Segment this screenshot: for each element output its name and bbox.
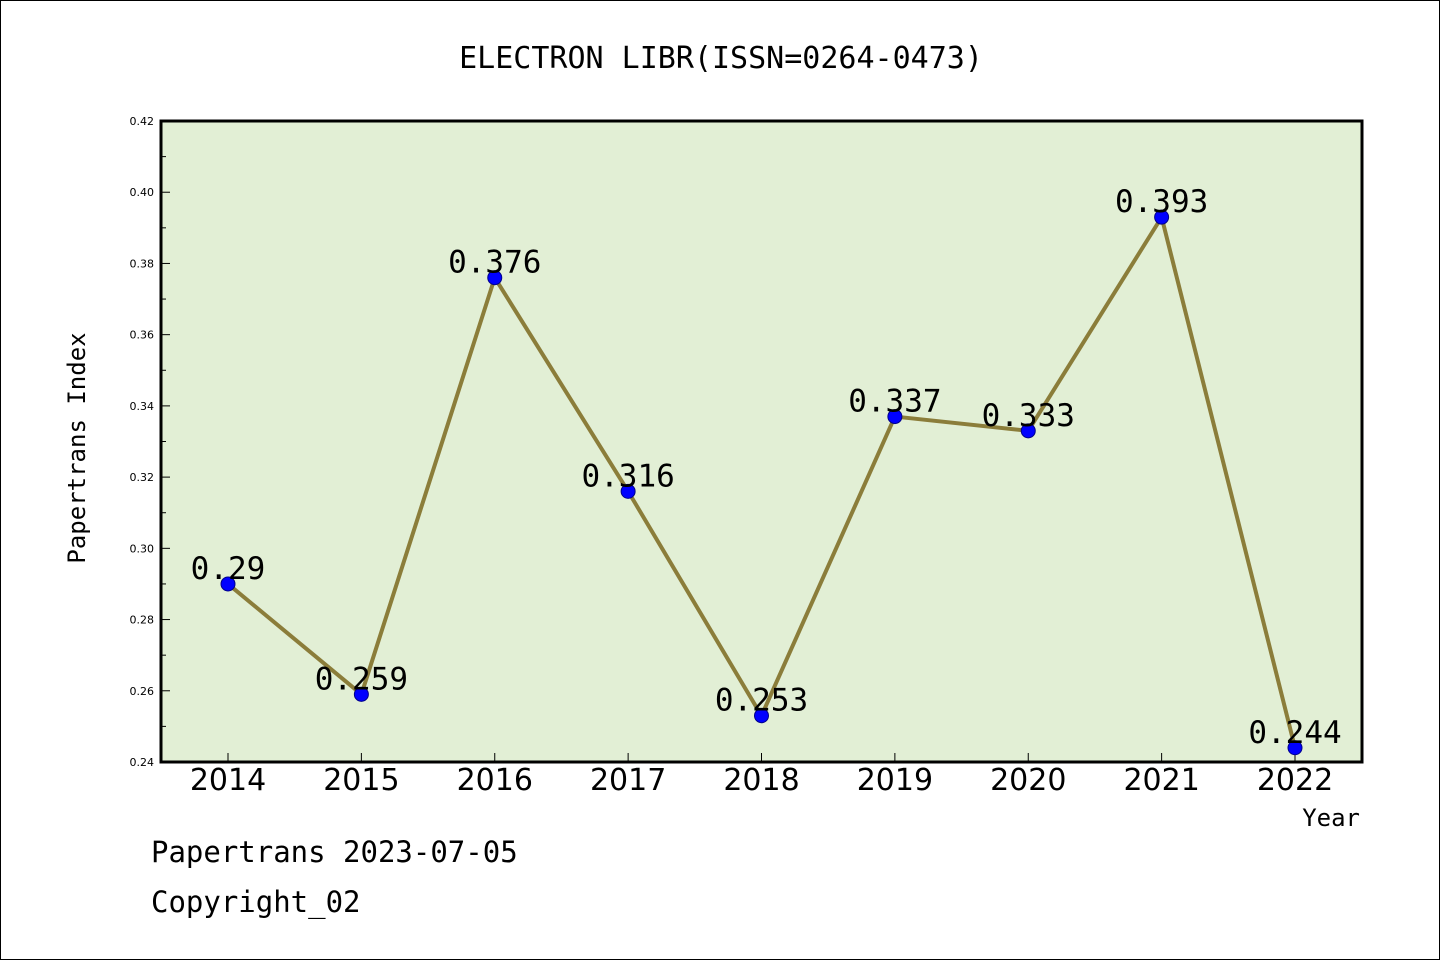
data-point bbox=[754, 708, 769, 724]
data-label: 0.376 bbox=[448, 245, 541, 281]
x-tick-label: 2020 bbox=[990, 763, 1066, 798]
x-axis-label: Year bbox=[1302, 804, 1360, 832]
y-tick-label: 0.38 bbox=[130, 257, 155, 270]
y-tick-label: 0.28 bbox=[130, 614, 155, 627]
data-point bbox=[620, 483, 636, 499]
y-axis-label: Papertrans Index bbox=[63, 332, 91, 563]
plot-border bbox=[159, 119, 1364, 764]
footer-copyright: Copyright_02 bbox=[151, 885, 361, 919]
y-axis: 0.24 0.26 0.28 0.30 0.32 0.34 0.36 0.38 0.40 0.42 bbox=[130, 115, 170, 769]
x-tick-label: 2021 bbox=[1123, 763, 1199, 798]
data-point bbox=[220, 576, 236, 592]
x-tick-label: 2015 bbox=[323, 763, 399, 798]
data-label: 0.316 bbox=[581, 458, 674, 494]
x-tick-label: 2016 bbox=[457, 763, 533, 798]
x-tick-label: 2019 bbox=[857, 763, 933, 798]
footer-date: Papertrans 2023-07-05 bbox=[151, 835, 518, 869]
y-tick-label: 0.40 bbox=[130, 186, 155, 199]
data-point bbox=[353, 686, 369, 702]
y-tick-label: 0.42 bbox=[130, 115, 155, 128]
data-label: 0.337 bbox=[848, 384, 941, 420]
data-point bbox=[1287, 740, 1303, 756]
x-tick-label: 2014 bbox=[190, 763, 266, 798]
y-tick-label: 0.24 bbox=[130, 756, 155, 769]
data-point bbox=[1154, 209, 1170, 225]
y-tick-label: 0.30 bbox=[130, 542, 155, 555]
data-label: 0.253 bbox=[715, 683, 808, 719]
y-tick-label: 0.34 bbox=[130, 400, 155, 413]
plot-area bbox=[161, 121, 1362, 762]
x-tick-label: 2018 bbox=[723, 763, 799, 798]
data-point bbox=[487, 270, 503, 286]
data-labels: 0.29 0.259 0.376 0.316 0.253 0.337 0.333 0.393 0… bbox=[191, 184, 1342, 751]
chart-title: ELECTRON LIBR(ISSN=0264-0473) bbox=[459, 41, 983, 76]
data-label: 0.29 bbox=[191, 551, 266, 587]
x-tick-label: 2017 bbox=[590, 763, 666, 798]
x-tick-label: 2022 bbox=[1257, 763, 1333, 798]
x-axis: 2014 2015 2016 2017 2018 2019 2020 2021 2022 bbox=[190, 753, 1333, 798]
data-label: 0.393 bbox=[1115, 184, 1208, 220]
data-point bbox=[1020, 423, 1036, 439]
y-tick-label: 0.36 bbox=[130, 329, 155, 342]
data-markers bbox=[220, 209, 1303, 756]
y-tick-label: 0.32 bbox=[130, 471, 155, 484]
data-label: 0.244 bbox=[1248, 715, 1341, 751]
data-label: 0.333 bbox=[982, 398, 1075, 434]
data-label: 0.259 bbox=[315, 661, 408, 697]
data-point bbox=[887, 409, 903, 425]
y-tick-label: 0.26 bbox=[130, 685, 155, 698]
